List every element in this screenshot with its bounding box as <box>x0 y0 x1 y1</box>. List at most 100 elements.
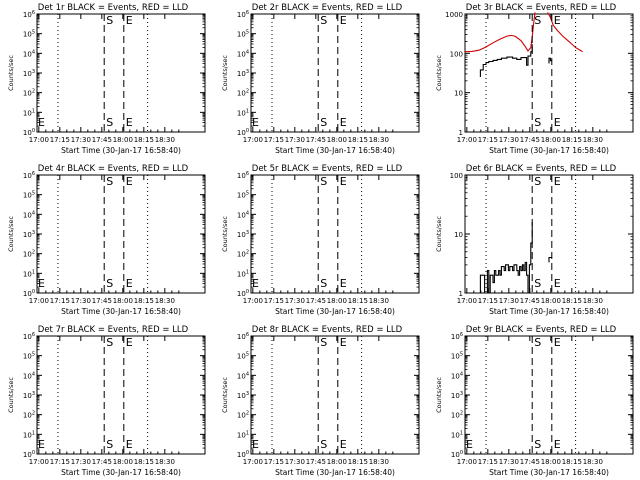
marker-label-left-e: E <box>38 438 45 451</box>
x-axis-label: Start Time (30-Jan-17 16:58:40) <box>275 468 395 477</box>
x-tick-label: 17:00 <box>457 136 477 144</box>
marker-label-e: E <box>340 438 347 451</box>
detector-panel-6: Det 6r BLACK = Events, RED = LLD Counts/s… <box>435 164 634 316</box>
x-tick-label: 17:15 <box>478 297 498 305</box>
plot-frame <box>36 174 206 294</box>
y-tick-label: 100 <box>237 289 249 298</box>
x-tick-label: 18:00 <box>327 297 347 305</box>
y-tick-label: 100 <box>451 450 463 459</box>
y-tick-label: 100 <box>23 128 35 137</box>
x-tick-label: 18:00 <box>113 458 133 466</box>
x-tick-label: 17:30 <box>499 297 519 305</box>
plot-frame <box>464 13 634 133</box>
x-axis-label: Start Time (30-Jan-17 16:58:40) <box>489 146 609 155</box>
marker-label-e: E <box>554 116 561 129</box>
x-tick-label: 17:30 <box>71 136 91 144</box>
x-tick-label: 18:30 <box>583 136 603 144</box>
detector-panel-1: Det 1r BLACK = Events, RED = LLD Counts/s… <box>7 3 206 155</box>
x-tick-label: 18:30 <box>369 136 389 144</box>
x-tick-label: 18:00 <box>327 458 347 466</box>
events-series-line <box>548 256 552 263</box>
x-tick-label: 17:45 <box>306 458 326 466</box>
marker-label-e: E <box>126 277 133 290</box>
marker-label-top-e: E <box>340 336 347 349</box>
detector-panel-3: Det 3r BLACK = Events, RED = LLD Counts/s… <box>435 3 634 155</box>
y-tick-label: 102 <box>451 411 463 420</box>
x-tick-label: 17:00 <box>243 136 263 144</box>
y-tick-label: 102 <box>237 89 249 98</box>
marker-label-top-e: E <box>126 14 133 27</box>
x-axis-label: Start Time (30-Jan-17 16:58:40) <box>61 307 181 316</box>
y-tick-label: 106 <box>237 171 249 180</box>
panel-title: Det 5r BLACK = Events, RED = LLD <box>252 164 403 174</box>
panel-title: Det 6r BLACK = Events, RED = LLD <box>466 164 617 174</box>
y-tick-label: 101 <box>451 430 463 439</box>
plot-frame <box>36 13 206 133</box>
y-tick-label: 102 <box>23 250 35 259</box>
x-tick-label: 18:00 <box>541 458 561 466</box>
y-axis-label: Counts/sec <box>435 55 443 91</box>
detector-panel-9: Det 9r BLACK = Events, RED = LLD Counts/s… <box>435 325 634 477</box>
x-tick-label: 17:30 <box>499 458 519 466</box>
marker-label-s: S <box>106 116 113 129</box>
y-tick-label: 103 <box>23 69 35 78</box>
y-tick-label: 102 <box>23 411 35 420</box>
x-tick-label: 17:30 <box>285 458 305 466</box>
panel-title: Det 3r BLACK = Events, RED = LLD <box>466 3 617 13</box>
x-tick-label: 17:15 <box>50 297 70 305</box>
y-tick-label: 105 <box>237 352 249 361</box>
y-tick-label: 105 <box>237 30 249 39</box>
x-axis-label: Start Time (30-Jan-17 16:58:40) <box>489 307 609 316</box>
marker-label-s: S <box>534 116 541 129</box>
marker-label-top-s: S <box>106 336 113 349</box>
x-tick-label: 18:15 <box>348 458 368 466</box>
x-tick-label: 17:00 <box>29 458 49 466</box>
y-tick-label: 100 <box>450 50 463 58</box>
marker-label-top-e: E <box>340 14 347 27</box>
x-tick-label: 17:45 <box>92 297 112 305</box>
y-tick-label: 103 <box>451 391 463 400</box>
marker-label-s: S <box>320 438 327 451</box>
x-tick-label: 18:30 <box>583 297 603 305</box>
y-tick-label: 105 <box>23 352 35 361</box>
x-tick-label: 17:30 <box>499 136 519 144</box>
x-tick-label: 17:00 <box>243 297 263 305</box>
y-tick-label: 104 <box>237 49 249 58</box>
y-tick-label: 1000 <box>445 11 463 19</box>
y-tick-label: 10 <box>454 231 463 239</box>
x-tick-label: 18:30 <box>583 458 603 466</box>
x-tick-label: 17:15 <box>478 136 498 144</box>
x-axis-label: Start Time (30-Jan-17 16:58:40) <box>489 468 609 477</box>
y-tick-label: 105 <box>237 191 249 200</box>
x-tick-label: 17:00 <box>457 458 477 466</box>
x-tick-label: 18:30 <box>369 297 389 305</box>
marker-label-s: S <box>320 277 327 290</box>
x-axis-label: Start Time (30-Jan-17 16:58:40) <box>275 146 395 155</box>
y-tick-label: 104 <box>237 210 249 219</box>
x-tick-label: 18:15 <box>134 136 154 144</box>
marker-label-s: S <box>320 116 327 129</box>
panel-title: Det 4r BLACK = Events, RED = LLD <box>38 164 189 174</box>
y-tick-label: 103 <box>23 391 35 400</box>
x-tick-label: 18:30 <box>155 458 175 466</box>
marker-label-s: S <box>106 438 113 451</box>
y-axis-label: Counts/sec <box>7 377 15 413</box>
x-tick-label: 17:30 <box>71 458 91 466</box>
panel-title: Det 8r BLACK = Events, RED = LLD <box>252 325 403 335</box>
y-tick-label: 101 <box>23 430 35 439</box>
x-tick-label: 18:00 <box>541 297 561 305</box>
detector-panel-7: Det 7r BLACK = Events, RED = LLD Counts/s… <box>7 325 206 477</box>
x-tick-label: 17:45 <box>92 458 112 466</box>
marker-label-top-s: S <box>320 175 327 188</box>
plot-frame <box>250 13 420 133</box>
marker-label-left-e: E <box>466 438 473 451</box>
y-tick-label: 101 <box>23 108 35 117</box>
marker-label-left-e: E <box>252 438 259 451</box>
x-tick-label: 17:15 <box>264 136 284 144</box>
marker-label-left-e: E <box>38 277 45 290</box>
y-tick-label: 104 <box>23 371 35 380</box>
panel-title: Det 9r BLACK = Events, RED = LLD <box>466 325 617 335</box>
y-tick-label: 102 <box>23 89 35 98</box>
x-tick-label: 18:15 <box>562 297 582 305</box>
x-tick-label: 17:15 <box>50 136 70 144</box>
